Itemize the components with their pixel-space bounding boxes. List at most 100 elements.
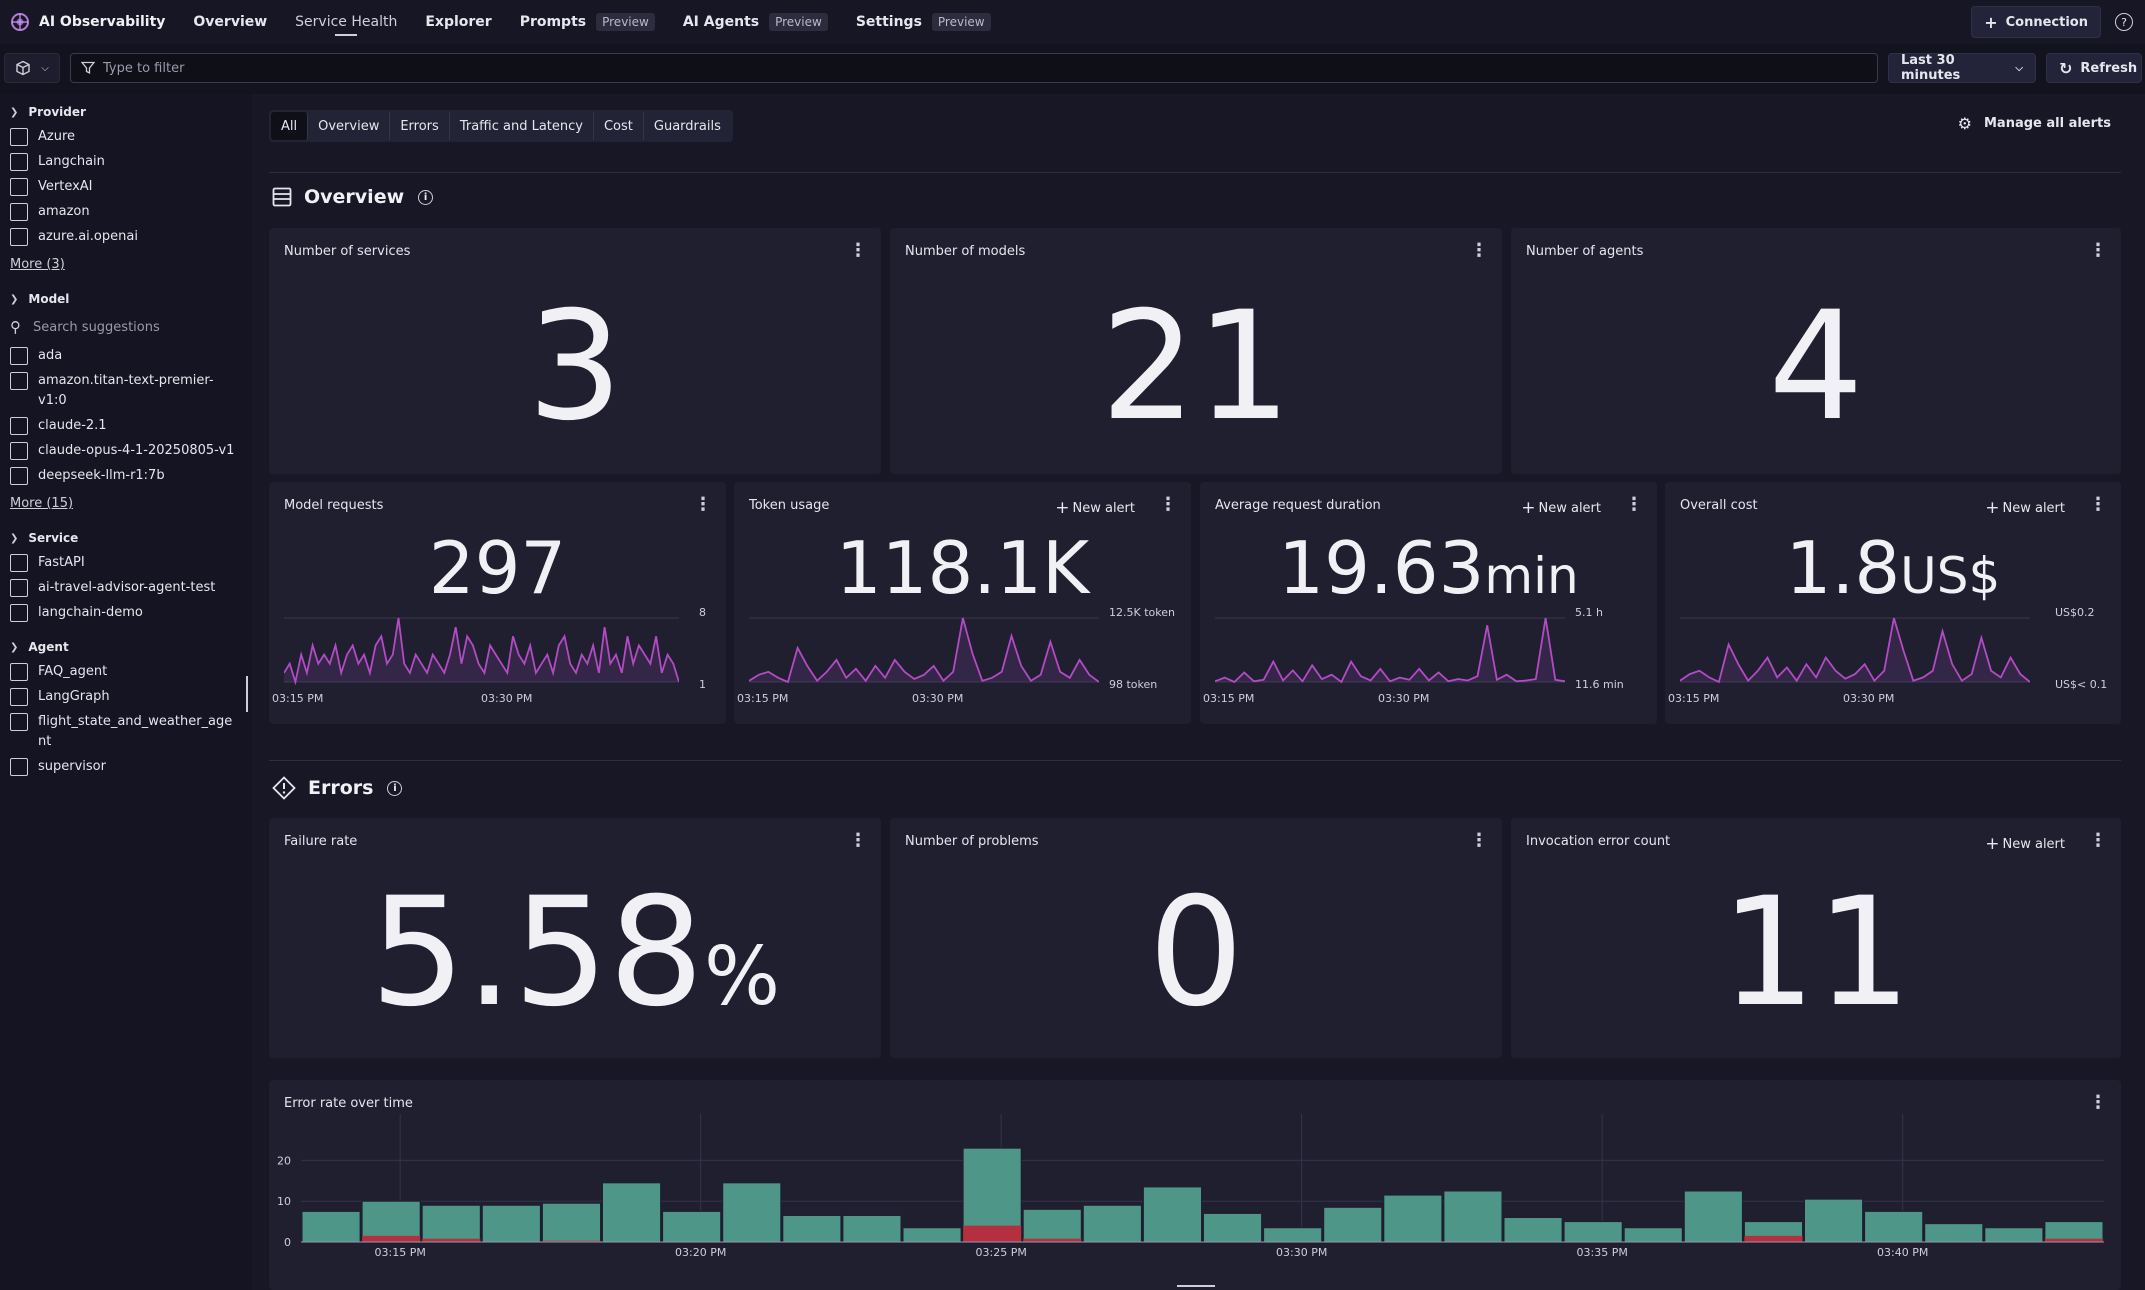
error-bar-segment[interactable] bbox=[422, 1238, 481, 1242]
error-rate-bar[interactable] bbox=[662, 1210, 722, 1243]
error-rate-bar[interactable] bbox=[421, 1204, 481, 1243]
provider-checkbox[interactable]: VertexAI bbox=[10, 177, 252, 197]
info-icon[interactable]: i bbox=[387, 780, 403, 796]
error-rate-bar[interactable] bbox=[1082, 1204, 1142, 1243]
new-alert-button[interactable]: + New alert bbox=[1521, 498, 1601, 518]
agent-checkbox[interactable]: flight_state_and_weather_agent bbox=[10, 712, 252, 752]
error-rate-bar[interactable] bbox=[1864, 1210, 1924, 1243]
more-options-icon[interactable]: ⋮ bbox=[1470, 830, 1488, 851]
checkbox[interactable] bbox=[10, 178, 28, 196]
nav-explorer[interactable]: Explorer bbox=[425, 0, 491, 44]
checkbox[interactable] bbox=[10, 467, 28, 485]
agent-checkbox[interactable]: FAQ_agent bbox=[10, 662, 252, 682]
nav-service-health[interactable]: Service Health bbox=[295, 0, 397, 44]
error-rate-bar[interactable] bbox=[1383, 1194, 1443, 1243]
model-checkbox[interactable]: ada bbox=[10, 346, 252, 366]
error-rate-bar[interactable] bbox=[602, 1182, 662, 1243]
model-more-link[interactable]: More (15) bbox=[10, 496, 74, 511]
checkbox[interactable] bbox=[10, 554, 28, 572]
provider-checkbox[interactable]: Azure bbox=[10, 127, 252, 147]
model-checkbox[interactable]: claude-opus-4-1-20250805-v1 bbox=[10, 441, 252, 461]
error-rate-bar[interactable] bbox=[541, 1202, 601, 1243]
error-rate-bar[interactable] bbox=[361, 1200, 421, 1243]
tab-cost[interactable]: Cost bbox=[594, 112, 644, 140]
error-rate-bar[interactable] bbox=[782, 1214, 842, 1243]
new-alert-button[interactable]: + New alert bbox=[1055, 498, 1135, 518]
model-search-input[interactable]: ⚲ Search suggestions bbox=[10, 313, 252, 341]
timeframe-selector[interactable]: Last 30 minutes ⌵ bbox=[1888, 53, 2036, 83]
segment-selector-button[interactable]: ⌵ bbox=[4, 53, 60, 83]
nav-ai-agents[interactable]: AI Agents Preview bbox=[683, 0, 828, 44]
service-checkbox[interactable]: langchain-demo bbox=[10, 603, 252, 623]
error-rate-bar[interactable] bbox=[1984, 1227, 2044, 1243]
more-options-icon[interactable]: ⋮ bbox=[2089, 240, 2107, 261]
checkbox[interactable] bbox=[10, 417, 28, 435]
error-bar-segment[interactable] bbox=[2044, 1238, 2103, 1242]
nav-overview[interactable]: Overview bbox=[193, 0, 267, 44]
help-icon[interactable]: ? bbox=[2115, 13, 2133, 31]
provider-more-link[interactable]: More (3) bbox=[10, 257, 65, 272]
error-rate-bar[interactable] bbox=[301, 1210, 361, 1243]
error-rate-bar[interactable] bbox=[722, 1182, 782, 1243]
info-icon[interactable]: i bbox=[418, 189, 434, 205]
model-checkbox[interactable]: claude-2.1 bbox=[10, 416, 252, 436]
service-section-header[interactable]: ❯ Service bbox=[10, 528, 252, 548]
error-rate-bar[interactable] bbox=[1503, 1217, 1563, 1243]
provider-section-header[interactable]: ❯ Provider bbox=[10, 102, 252, 122]
checkbox[interactable] bbox=[10, 372, 28, 390]
error-rate-bar[interactable] bbox=[1683, 1190, 1743, 1243]
nav-settings[interactable]: Settings Preview bbox=[856, 0, 991, 44]
service-checkbox[interactable]: FastAPI bbox=[10, 553, 252, 573]
tab-all[interactable]: All bbox=[271, 112, 309, 140]
checkbox[interactable] bbox=[10, 203, 28, 221]
nav-prompts[interactable]: Prompts Preview bbox=[520, 0, 655, 44]
checkbox[interactable] bbox=[10, 128, 28, 146]
more-options-icon[interactable]: ⋮ bbox=[849, 830, 867, 851]
tab-guardrails[interactable]: Guardrails bbox=[653, 118, 721, 134]
model-checkbox[interactable]: deepseek-llm-r1:7b bbox=[10, 466, 252, 486]
tab-traffic-latency[interactable]: Traffic and Latency bbox=[450, 112, 594, 140]
checkbox[interactable] bbox=[10, 604, 28, 622]
refresh-button[interactable]: ↻ Refresh bbox=[2046, 53, 2142, 83]
error-rate-bar[interactable] bbox=[1443, 1190, 1503, 1243]
error-rate-bar[interactable] bbox=[842, 1214, 902, 1243]
error-rate-bar[interactable] bbox=[1323, 1206, 1383, 1243]
checkbox[interactable] bbox=[10, 713, 28, 731]
more-options-icon[interactable]: ⋮ bbox=[2089, 1092, 2107, 1113]
agent-checkbox[interactable]: supervisor bbox=[10, 757, 252, 777]
filter-input[interactable]: Type to filter bbox=[70, 53, 1878, 83]
checkbox[interactable] bbox=[10, 228, 28, 246]
error-rate-bar[interactable] bbox=[1142, 1186, 1203, 1243]
error-bar-segment[interactable] bbox=[963, 1225, 1022, 1242]
tab-errors[interactable]: Errors bbox=[390, 112, 450, 140]
error-rate-bar[interactable] bbox=[1563, 1221, 1623, 1243]
error-rate-bar[interactable] bbox=[1623, 1227, 1683, 1243]
more-options-icon[interactable]: ⋮ bbox=[849, 240, 867, 261]
checkbox[interactable] bbox=[10, 579, 28, 597]
more-options-icon[interactable]: ⋮ bbox=[1159, 494, 1177, 515]
more-options-icon[interactable]: ⋮ bbox=[1625, 494, 1643, 515]
error-rate-bar[interactable] bbox=[1924, 1223, 1984, 1243]
more-options-icon[interactable]: ⋮ bbox=[694, 494, 712, 515]
checkbox[interactable] bbox=[10, 347, 28, 365]
manage-alerts-button[interactable]: ⚙ Manage all alerts bbox=[1958, 114, 2111, 133]
error-bar-segment[interactable] bbox=[1744, 1235, 1803, 1242]
error-rate-bar[interactable] bbox=[1263, 1227, 1323, 1243]
tab-overview[interactable]: Overview bbox=[308, 112, 391, 140]
checkbox[interactable] bbox=[10, 153, 28, 171]
model-checkbox[interactable]: amazon.titan-text-premier-v1:0 bbox=[10, 371, 252, 411]
provider-checkbox[interactable]: azure.ai.openai bbox=[10, 227, 252, 247]
new-alert-button[interactable]: + New alert bbox=[1985, 498, 2065, 518]
provider-checkbox[interactable]: Langchain bbox=[10, 152, 252, 172]
checkbox[interactable] bbox=[10, 758, 28, 776]
error-rate-bar[interactable] bbox=[1203, 1212, 1263, 1243]
more-options-icon[interactable]: ⋮ bbox=[1470, 240, 1488, 261]
provider-checkbox[interactable]: amazon bbox=[10, 202, 252, 222]
error-rate-bar[interactable] bbox=[1022, 1208, 1082, 1243]
error-bar-segment[interactable] bbox=[1023, 1238, 1082, 1242]
error-rate-bar[interactable] bbox=[481, 1204, 541, 1243]
checkbox[interactable] bbox=[10, 442, 28, 460]
app-brand[interactable]: AI Observability bbox=[10, 12, 165, 32]
connection-button[interactable]: + Connection bbox=[1971, 6, 2101, 38]
checkbox[interactable] bbox=[10, 688, 28, 706]
